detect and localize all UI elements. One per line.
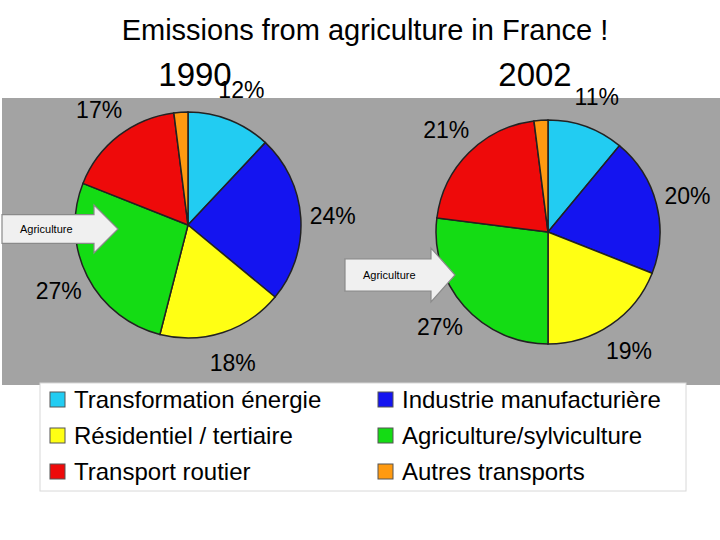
pie-title: 2002 [498,56,571,93]
pie-slice [83,113,188,225]
legend-swatch [50,464,65,479]
legend-label: Transport routier [74,458,251,485]
legend-label: Résidentiel / tertiaire [74,422,293,449]
data-label: 12% [218,77,264,103]
annotation: Agriculture [363,269,416,281]
data-label: 18% [210,350,256,376]
pie-slice [174,112,188,225]
legend-label: Autres transports [402,458,585,485]
data-label: 24% [310,203,356,229]
data-label: 11% [575,84,619,110]
chart: Emissions from agriculture in France ! 19… [0,0,720,540]
data-label: 21% [423,117,469,143]
legend-swatch [50,392,65,407]
annotation: Agriculture [20,223,73,235]
legend-swatch [378,464,393,479]
data-label: 27% [417,314,463,340]
legend-swatch [378,428,393,443]
annotation-arrow [345,248,455,302]
pie [436,120,660,344]
plot-background [2,98,720,385]
title: Emissions from agriculture in France ! [122,14,609,46]
data-label: 27% [36,278,82,304]
legend-swatch [378,392,393,407]
data-label: 20% [664,183,710,209]
data-label: 19% [606,338,652,364]
legend-label: Industrie manufacturière [402,386,661,413]
legend-swatch [50,428,65,443]
pie-slice [548,232,652,344]
legend-label: Transformation énergie [74,386,321,413]
annotation-arrow [2,205,118,253]
data-label: 17% [76,97,122,123]
pie-slice [534,120,548,232]
legend-label: Agriculture/sylviculture [402,422,642,449]
legend-box [40,383,686,491]
